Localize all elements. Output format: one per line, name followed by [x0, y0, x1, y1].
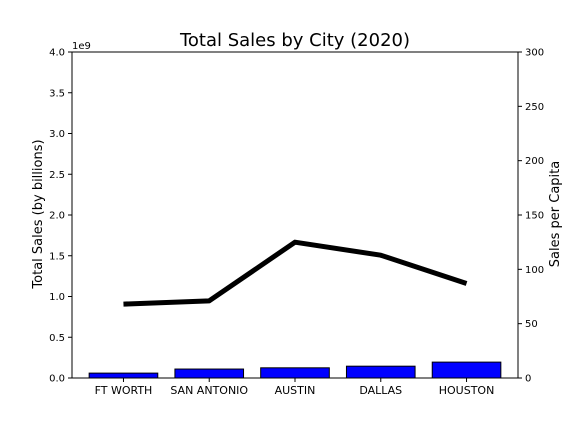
- bar-dallas: [345, 365, 416, 379]
- y-left-tick-label: 3.0: [49, 129, 65, 140]
- x-tick-label: SAN ANTONIO: [170, 384, 248, 397]
- x-tick-label: DALLAS: [359, 384, 402, 397]
- plot-area: 0.0 0.5 1.0 1.5 2.0 2.5 3.0 3.5 4.0 0 50 100 150 200 2…: [49, 48, 544, 398]
- y-left-tick-label: 1.5: [49, 251, 65, 262]
- y-right-label: Sales per Capita: [548, 161, 563, 267]
- y-left-tick-label: 1.0: [49, 292, 65, 303]
- y-left-tick-label: 3.5: [49, 88, 65, 99]
- bar-austin: [260, 367, 330, 379]
- x-tick-label: HOUSTON: [439, 384, 495, 397]
- y-right-tick-label: 300: [525, 48, 544, 59]
- y-left-offset-text: 1e9: [72, 41, 91, 52]
- x-tick-label: AUSTIN: [275, 384, 316, 397]
- chart-title: Total Sales by City (2020): [179, 30, 410, 51]
- y-right-tick-label: 200: [525, 156, 544, 167]
- sales-per-capita-line: [123, 239, 468, 307]
- y-right-tick-label: 0: [525, 374, 531, 385]
- bar-houston: [431, 361, 502, 379]
- y-right-tick-label: 50: [525, 319, 538, 330]
- x-tick-label: FT WORTH: [95, 384, 153, 397]
- y-left-tick-label: 0.0: [49, 374, 65, 385]
- bar-ft-worth: [88, 372, 159, 379]
- y-left-tick-label: 2.0: [49, 211, 65, 222]
- y-right-tick-label: 250: [525, 102, 544, 113]
- y-left-tick-label: 0.5: [49, 333, 65, 344]
- bar-san-antonio: [174, 368, 245, 379]
- y-left-label: Total Sales (by billions): [31, 139, 46, 289]
- y-left-tick-label: 4.0: [49, 48, 65, 59]
- y-right-tick-label: 150: [525, 211, 544, 222]
- y-left-tick-label: 2.5: [49, 170, 65, 181]
- y-right-tick-label: 100: [525, 265, 544, 276]
